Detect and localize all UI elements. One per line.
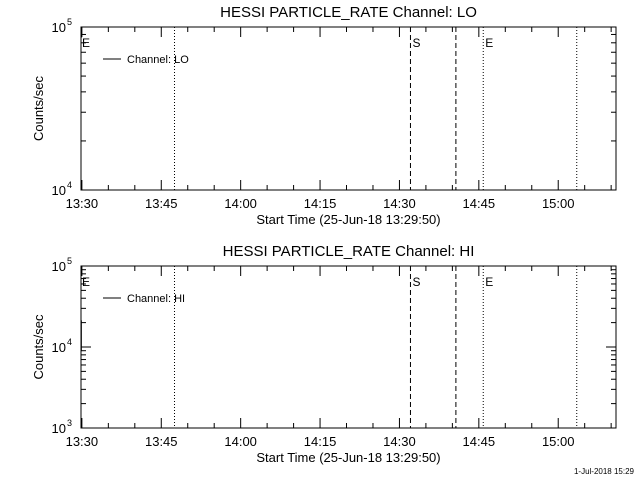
marker-label: E	[485, 36, 493, 50]
legend-label: Channel: LO	[127, 54, 189, 66]
y-tick-exponent: 3	[67, 418, 72, 428]
marker-label: S	[412, 275, 420, 289]
plot-frame	[80, 26, 617, 191]
edge-marker-label: E	[82, 36, 90, 50]
plot-frame	[80, 265, 617, 429]
y-tick-label: 10	[52, 183, 66, 198]
chart-panel-1: HESSI PARTICLE_RATE Channel: LO Start Tim…	[31, 4, 617, 227]
x-tick-label: 13:30	[66, 196, 99, 211]
chart-title: HESSI PARTICLE_RATE Channel: HI	[223, 243, 475, 260]
y-tick-exponent: 4	[67, 337, 72, 347]
x-tick-label: 14:15	[304, 196, 337, 211]
marker-label: S	[412, 36, 420, 50]
y-tick-label: 10	[52, 20, 66, 35]
x-axis-label: Start Time (25-Jun-18 13:29:50)	[256, 450, 440, 465]
x-tick-label: 15:00	[542, 196, 575, 211]
y-tick-exponent: 4	[67, 180, 72, 190]
marker-label: E	[485, 275, 493, 289]
y-tick-exponent: 5	[67, 17, 72, 27]
x-tick-label: 14:45	[463, 434, 496, 449]
chart-panel-2: HESSI PARTICLE_RATE Channel: HI Start Tim…	[31, 243, 617, 465]
y-axis-label: Counts/sec	[31, 314, 46, 380]
edge-marker-label: E	[82, 275, 90, 289]
x-tick-label: 13:30	[66, 434, 99, 449]
chart-title: HESSI PARTICLE_RATE Channel: LO	[220, 4, 477, 21]
x-tick-label: 14:00	[224, 434, 257, 449]
x-tick-label: 14:30	[383, 434, 416, 449]
y-axis-label: Counts/sec	[31, 75, 46, 141]
x-tick-label: 14:15	[304, 434, 337, 449]
x-tick-label: 13:45	[145, 196, 178, 211]
y-tick-exponent: 5	[67, 256, 72, 266]
x-tick-label: 14:00	[224, 196, 257, 211]
y-tick-label: 10	[52, 421, 66, 436]
x-tick-label: 14:30	[383, 196, 416, 211]
x-tick-label: 15:00	[542, 434, 575, 449]
x-tick-label: 13:45	[145, 434, 178, 449]
x-tick-label: 14:45	[463, 196, 496, 211]
legend-label: Channel: HI	[127, 293, 185, 305]
y-tick-label: 10	[52, 259, 66, 274]
y-tick-label: 10	[52, 340, 66, 355]
x-axis-label: Start Time (25-Jun-18 13:29:50)	[256, 212, 440, 227]
footer-timestamp: 1-Jul-2018 15:29	[574, 467, 635, 476]
